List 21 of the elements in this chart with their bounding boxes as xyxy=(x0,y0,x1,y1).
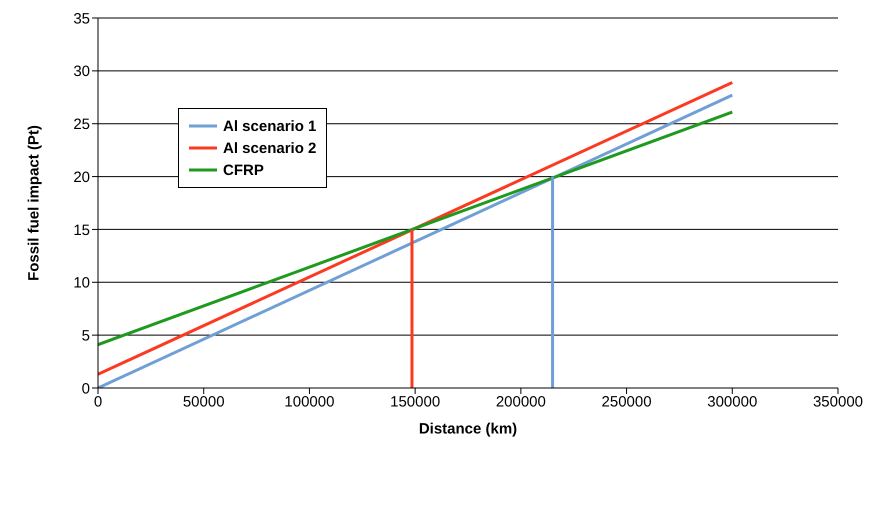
x-tick-label: 250000 xyxy=(602,394,652,411)
y-tick-label: 0 xyxy=(82,380,90,398)
y-tick-label: 20 xyxy=(73,168,90,186)
y-axis-title: Fossil fuel impact (Pt) xyxy=(25,125,42,281)
y-tick-label: 15 xyxy=(73,222,90,239)
x-tick-label: 200000 xyxy=(496,394,546,411)
x-tick-label: 50000 xyxy=(182,394,225,411)
legend-label: CFRP xyxy=(223,162,264,178)
x-axis-title: Distance (km) xyxy=(418,420,518,438)
y-tick-label: 35 xyxy=(73,10,90,28)
x-tick-label: 100000 xyxy=(284,394,334,411)
y-tick-label: 10 xyxy=(73,274,90,292)
legend-label: Al scenario 1 xyxy=(223,118,316,134)
y-tick-label: 25 xyxy=(73,116,90,134)
x-tick-label: 300000 xyxy=(707,394,758,411)
x-tick-label: 350000 xyxy=(812,394,864,411)
legend-label: Al scenario 2 xyxy=(223,140,316,156)
x-tick-label: 0 xyxy=(94,394,102,411)
y-tick-label: 30 xyxy=(73,63,90,80)
y-tick-label: 5 xyxy=(82,327,90,344)
x-tick-label: 150000 xyxy=(390,394,440,411)
